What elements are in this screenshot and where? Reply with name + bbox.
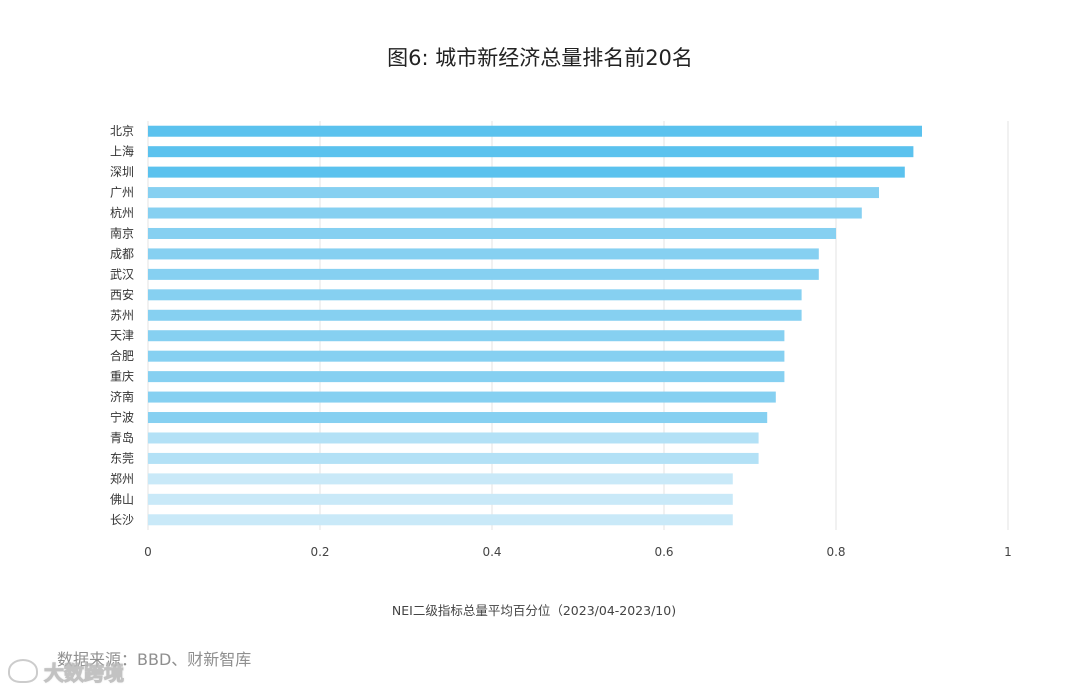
bar-重庆 xyxy=(148,371,785,383)
x-axis-label: NEI二级指标总量平均百分位（2023/04-2023/10) xyxy=(392,603,676,618)
source-note: 数据来源：BBD、财新智库 xyxy=(57,650,252,669)
category-label: 南京 xyxy=(110,225,134,240)
watermark-text: 大数跨境 xyxy=(44,661,125,686)
category-label: 青岛 xyxy=(110,430,134,445)
bar-郑州 xyxy=(148,473,733,485)
bar-武汉 xyxy=(148,268,819,280)
x-tick-label: 0 xyxy=(144,545,152,559)
bar-上海 xyxy=(148,146,914,158)
grid-layer xyxy=(147,121,1009,530)
bar-杭州 xyxy=(148,207,862,219)
category-label: 济南 xyxy=(110,389,134,404)
category-label: 佛山 xyxy=(110,492,134,506)
x-tick-label: 0.2 xyxy=(310,545,329,559)
category-label: 重庆 xyxy=(110,370,134,384)
bar-苏州 xyxy=(148,309,802,321)
bar-深圳 xyxy=(148,166,905,178)
x-tick-label: 0.8 xyxy=(826,545,845,559)
category-label: 合肥 xyxy=(110,348,134,363)
category-label: 郑州 xyxy=(110,471,134,486)
logo-icon xyxy=(8,659,38,683)
category-label: 天津 xyxy=(110,329,134,343)
bar-佛山 xyxy=(148,493,733,505)
category-label: 广州 xyxy=(110,186,134,200)
bar-济南 xyxy=(148,391,776,403)
category-label: 长沙 xyxy=(110,513,134,527)
category-label: 杭州 xyxy=(110,205,134,220)
bar-西安 xyxy=(148,289,802,301)
watermark: 大数跨境 xyxy=(8,656,148,686)
bar-长沙 xyxy=(148,514,733,526)
bar-广州 xyxy=(148,187,879,199)
bar-东莞 xyxy=(148,452,759,464)
bar-成都 xyxy=(148,248,819,260)
x-tick-label: 1 xyxy=(1004,545,1012,559)
category-label: 西安 xyxy=(110,287,134,302)
bar-宁波 xyxy=(148,412,768,424)
x-tick-label: 0.6 xyxy=(654,545,673,559)
bar-北京 xyxy=(148,125,922,137)
category-label: 成都 xyxy=(110,247,134,261)
category-label: 上海 xyxy=(110,144,134,159)
bar-青岛 xyxy=(148,432,759,444)
bar-合肥 xyxy=(148,350,785,362)
chart-title: 图6: 城市新经济总量排名前20名 xyxy=(387,46,693,70)
category-label: 宁波 xyxy=(110,410,134,425)
x-axis-ticks: 0 0.2 0.4 0.6 0.8 1 xyxy=(144,545,1012,559)
bar-南京 xyxy=(148,227,836,239)
category-label: 武汉 xyxy=(110,267,134,281)
x-tick-label: 0.4 xyxy=(482,545,501,559)
category-label: 深圳 xyxy=(110,165,134,179)
category-label: 苏州 xyxy=(110,308,134,322)
category-label: 北京 xyxy=(110,124,134,138)
category-label: 东莞 xyxy=(110,451,134,465)
bar-layer xyxy=(148,125,922,526)
bar-天津 xyxy=(148,330,785,342)
